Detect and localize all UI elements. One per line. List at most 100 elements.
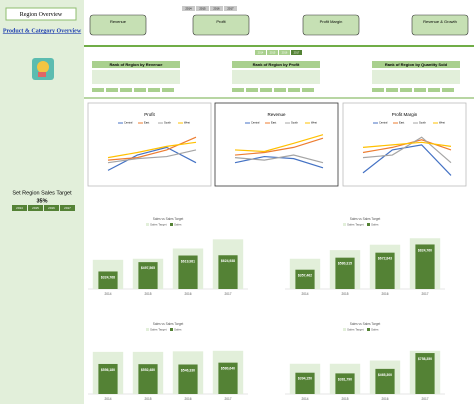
- rank-button[interactable]: [302, 88, 314, 92]
- nav-button[interactable]: [89, 14, 147, 36]
- nav-button-label: Profit Margin: [320, 19, 343, 24]
- legend-label: Sales Target: [150, 222, 167, 226]
- year-button[interactable]: [255, 50, 266, 55]
- data-label: $824,760: [418, 248, 432, 252]
- rank-button[interactable]: [400, 88, 412, 92]
- nav-button[interactable]: [411, 14, 469, 36]
- x-tick-label: 2015: [341, 397, 348, 401]
- year-button-label: 2015: [199, 6, 206, 10]
- chart-title: Profit Margin: [392, 112, 418, 117]
- nav-button-label: Profit: [216, 19, 226, 24]
- legend-label: West: [311, 121, 317, 125]
- legend-label: Sales: [371, 222, 379, 226]
- year-button[interactable]: [210, 6, 223, 11]
- legend-label: Sales: [174, 327, 182, 331]
- year-button-label: 2016: [282, 50, 288, 54]
- rank-button[interactable]: [372, 88, 384, 92]
- data-label: $619,981: [181, 259, 195, 263]
- sales-bar: [375, 368, 395, 394]
- year-button[interactable]: [291, 50, 302, 55]
- year-button-label: 2015: [270, 50, 276, 54]
- year-button[interactable]: [182, 6, 195, 11]
- legend-label: Central: [251, 121, 260, 125]
- rank-title: Rank of Region by Quantity Sold: [385, 62, 448, 67]
- rank-button[interactable]: [386, 88, 398, 92]
- line-series: [107, 146, 197, 171]
- rank-title: Rank of Region by Revenue: [110, 62, 164, 67]
- sales-bar: [138, 364, 158, 394]
- line-series: [362, 141, 452, 148]
- x-tick-label: 2015: [144, 397, 151, 401]
- x-tick-label: 2017: [421, 292, 428, 296]
- sidebar-title: Region Overview: [20, 12, 63, 18]
- legend-label: South: [419, 121, 426, 125]
- x-tick-label: 2016: [381, 397, 388, 401]
- nav-link[interactable]: Product & Category Overview: [3, 28, 82, 34]
- year-button-label: 2016: [213, 6, 220, 10]
- rank-button[interactable]: [260, 88, 272, 92]
- line-series: [107, 136, 197, 161]
- sales-bar: [295, 269, 315, 289]
- rank-button[interactable]: [120, 88, 132, 92]
- data-label: $357,462: [298, 274, 312, 278]
- data-label: $672,843: [378, 257, 392, 261]
- rank-button[interactable]: [92, 88, 104, 92]
- legend-label: South: [291, 121, 298, 125]
- rank-button[interactable]: [288, 88, 300, 92]
- rank-bar: [92, 70, 180, 84]
- legend-label: Sales Target: [347, 222, 364, 226]
- year-button[interactable]: [196, 6, 209, 11]
- sales-bar: [375, 252, 395, 289]
- year-button[interactable]: [28, 205, 43, 211]
- x-tick-label: 2014: [301, 292, 308, 296]
- legend-label: East: [399, 121, 404, 125]
- rank-button[interactable]: [274, 88, 286, 92]
- chart-frame: [87, 102, 212, 187]
- year-button-label: 2014: [185, 6, 192, 10]
- line-series: [362, 136, 452, 164]
- legend-swatch: [170, 328, 173, 331]
- legend-label: Sales: [371, 327, 379, 331]
- data-label: $552,480: [141, 368, 155, 372]
- rank-button[interactable]: [134, 88, 146, 92]
- year-button[interactable]: [224, 6, 237, 11]
- icon-glass: [37, 61, 49, 73]
- nav-button[interactable]: [302, 14, 360, 36]
- year-button[interactable]: [12, 205, 27, 211]
- sales-bar: [98, 363, 118, 394]
- year-button-label: 2017: [294, 50, 300, 54]
- nav-button[interactable]: [192, 14, 250, 36]
- line-series: [234, 154, 324, 164]
- year-button[interactable]: [44, 205, 59, 211]
- data-label: $758,350: [418, 357, 432, 361]
- rank-button[interactable]: [428, 88, 440, 92]
- nav-button-label: Revenue & Growth: [423, 19, 457, 24]
- rank-title-bar: [372, 61, 460, 68]
- chart-title: Revenue: [267, 112, 286, 117]
- x-tick-label: 2016: [381, 292, 388, 296]
- year-button-label: 2017: [64, 206, 71, 210]
- legend-swatch: [343, 223, 346, 226]
- line-series: [234, 134, 324, 153]
- year-button[interactable]: [267, 50, 278, 55]
- legend-swatch: [170, 223, 173, 226]
- x-tick-label: 2017: [421, 397, 428, 401]
- sales-bar: [178, 255, 198, 289]
- data-label: $381,790: [338, 377, 352, 381]
- rank-button[interactable]: [106, 88, 118, 92]
- rank-title-bar: [92, 61, 180, 68]
- x-tick-label: 2014: [104, 292, 111, 296]
- rank-button[interactable]: [414, 88, 426, 92]
- chart-title: Sales vs Sales Target: [153, 217, 184, 221]
- year-button[interactable]: [279, 50, 290, 55]
- data-label: $580,315: [338, 262, 352, 266]
- year-button[interactable]: [60, 205, 75, 211]
- rank-button[interactable]: [246, 88, 258, 92]
- rank-button[interactable]: [162, 88, 174, 92]
- line-series: [362, 144, 452, 176]
- rank-button[interactable]: [232, 88, 244, 92]
- rank-button[interactable]: [442, 88, 454, 92]
- data-label: $546,330: [181, 368, 195, 372]
- x-tick-label: 2016: [184, 397, 191, 401]
- rank-button[interactable]: [148, 88, 160, 92]
